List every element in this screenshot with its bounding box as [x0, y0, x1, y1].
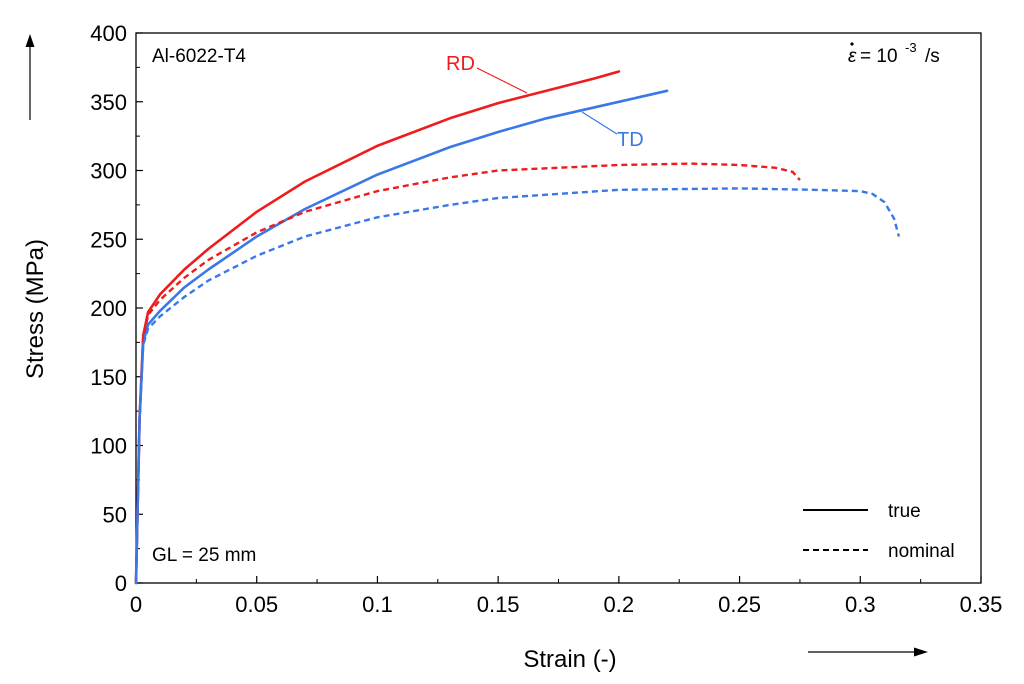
y-tick-label: 200: [90, 296, 127, 321]
y-tick-label: 350: [90, 90, 127, 115]
strain-rate-dot: [850, 42, 854, 46]
rd-true-line: [134, 70, 621, 585]
td-nominal-line: [134, 187, 901, 584]
gauge-length-label: GL = 25 mm: [152, 545, 256, 566]
x-tick-label: 0.25: [718, 592, 761, 617]
x-axis-title: Strain (-): [523, 646, 616, 673]
strain-rate-value: = 10: [860, 46, 898, 67]
strain-rate-symbol: ε: [848, 46, 857, 67]
y-tick-label: 100: [90, 434, 127, 459]
rd-nominal-line: [134, 162, 801, 584]
legend-label-nominal: nominal: [888, 541, 955, 562]
y-tick-label: 150: [90, 365, 127, 390]
x-tick-label: 0.3: [845, 592, 876, 617]
axes: 0 0.05 0.1 0.15 0.2 0.25 0.3 0.35 0 50 100 150 200 25…: [90, 21, 1002, 617]
material-label: Al-6022-T4: [152, 46, 246, 67]
td-true-line: [134, 89, 669, 585]
x-tick-label: 0.15: [477, 592, 520, 617]
strain-rate-exponent: -3: [905, 40, 917, 55]
strain-rate-annotation: ε = 10 -3 /s: [848, 40, 940, 67]
y-axis-title: Stress (MPa): [22, 239, 49, 379]
y-tick-label: 250: [90, 227, 127, 252]
x-tick-label: 0.1: [362, 592, 393, 617]
y-tick-label: 300: [90, 159, 127, 184]
x-tick-label: 0.35: [960, 592, 1003, 617]
x-direction-arrow: [808, 647, 928, 657]
strain-rate-unit: /s: [925, 46, 940, 67]
td-series-label: TD: [617, 129, 644, 151]
y-tick-label: 50: [103, 502, 127, 527]
x-tick-label: 0.05: [235, 592, 278, 617]
td-callout-leader: [581, 111, 618, 135]
legend: true nominal: [803, 501, 955, 562]
legend-label-true: true: [888, 501, 921, 522]
y-direction-arrow: [25, 34, 35, 120]
y-tick-label: 0: [115, 571, 127, 596]
x-tick-label: 0.2: [604, 592, 635, 617]
rd-series-label: RD: [446, 53, 475, 75]
series-lines: [134, 70, 901, 585]
rd-callout-leader: [476, 67, 528, 94]
x-tick-label: 0: [130, 592, 142, 617]
y-tick-label: 400: [90, 21, 127, 46]
